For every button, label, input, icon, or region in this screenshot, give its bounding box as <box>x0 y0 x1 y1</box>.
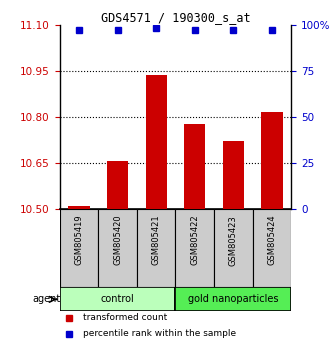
Text: control: control <box>101 295 134 304</box>
Text: transformed count: transformed count <box>83 313 167 322</box>
Bar <box>68 206 89 209</box>
Bar <box>184 124 205 209</box>
Text: GSM805424: GSM805424 <box>267 215 276 266</box>
Text: agent: agent <box>32 295 60 304</box>
Bar <box>146 75 167 209</box>
Text: gold nanoparticles: gold nanoparticles <box>188 295 279 304</box>
Bar <box>214 209 253 287</box>
Title: GDS4571 / 190300_s_at: GDS4571 / 190300_s_at <box>101 11 250 24</box>
Bar <box>107 161 128 209</box>
Bar <box>175 209 214 287</box>
Bar <box>261 112 283 209</box>
Text: GSM805422: GSM805422 <box>190 215 199 266</box>
Bar <box>175 287 291 312</box>
Text: percentile rank within the sample: percentile rank within the sample <box>83 329 236 338</box>
Bar <box>253 209 291 287</box>
Bar <box>98 209 137 287</box>
Text: GSM805421: GSM805421 <box>152 215 161 266</box>
Bar <box>60 287 175 312</box>
Text: GSM805420: GSM805420 <box>113 215 122 266</box>
Bar <box>137 209 175 287</box>
Text: GSM805423: GSM805423 <box>229 215 238 266</box>
Text: GSM805419: GSM805419 <box>74 215 83 266</box>
Bar <box>223 141 244 209</box>
Bar <box>60 209 98 287</box>
